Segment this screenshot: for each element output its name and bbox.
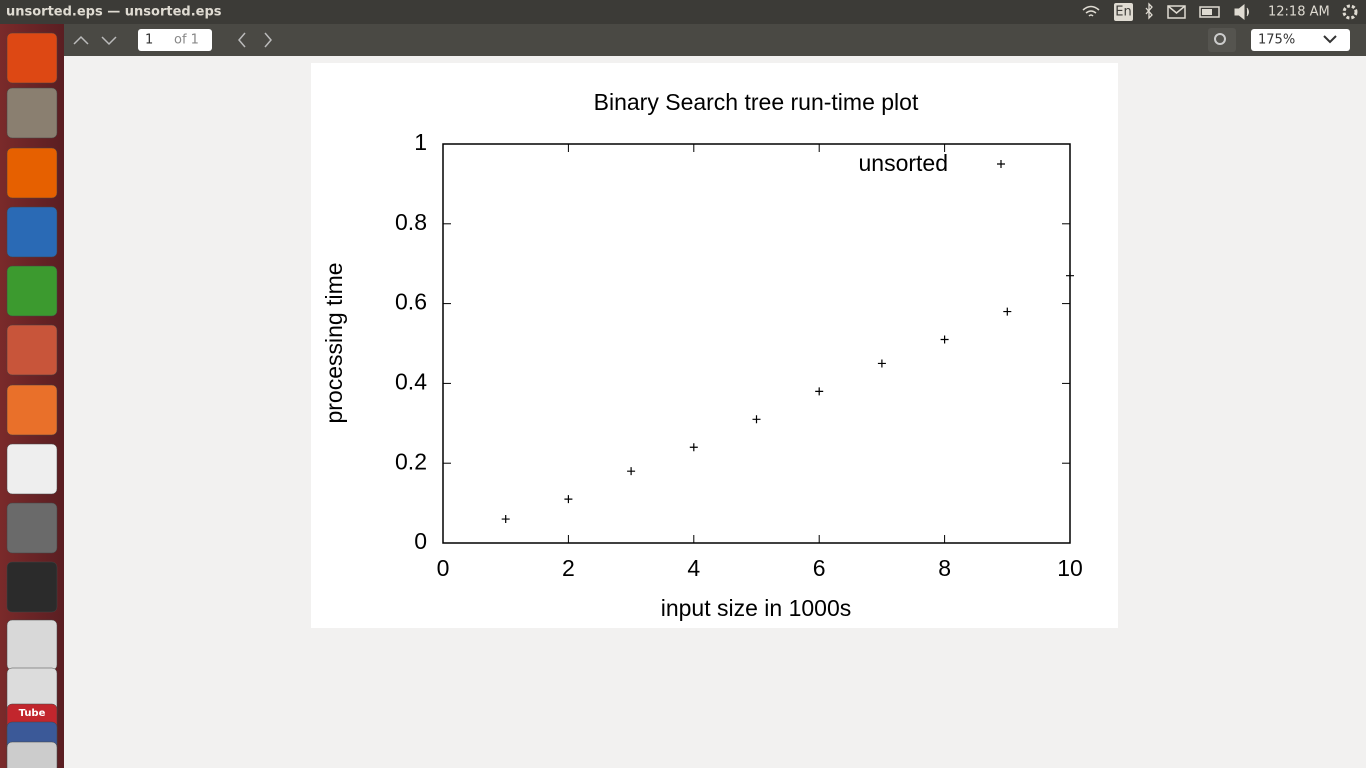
wifi-icon[interactable] (1082, 5, 1100, 17)
page-entry[interactable] (138, 29, 212, 51)
data-point (1003, 307, 1012, 316)
x-tick-label: 10 (1057, 555, 1083, 581)
toolbar (64, 24, 1366, 56)
data-point (1066, 271, 1074, 280)
launcher-icon[interactable] (6, 384, 58, 436)
page-count: of 1 (174, 33, 199, 48)
y-tick-label: 0 (414, 528, 427, 554)
keyboard-indicator[interactable] (1114, 3, 1133, 21)
launcher-icon[interactable] (6, 741, 58, 772)
search-button[interactable] (1208, 28, 1236, 52)
launcher-icon[interactable] (6, 147, 58, 199)
data-point (940, 335, 949, 344)
launcher-icon[interactable] (6, 502, 58, 554)
zoom-value: 175% (1258, 33, 1295, 48)
data-point (815, 387, 824, 396)
x-tick-label: 4 (687, 555, 700, 581)
legend-label: unsorted (858, 150, 948, 176)
launcher-icon[interactable] (6, 206, 58, 258)
launcher-icon[interactable] (6, 561, 58, 613)
battery-level (1202, 9, 1212, 15)
data-point (689, 443, 698, 452)
launcher-icons: Tube (6, 32, 58, 772)
y-tick-label: 0.6 (395, 289, 427, 315)
search-icon (1214, 33, 1226, 45)
keyboard-label: En (1115, 5, 1131, 20)
page-nav-buttons[interactable] (73, 35, 117, 46)
data-point (877, 359, 886, 368)
x-tick-label: 8 (938, 555, 951, 581)
y-tick-label: 0.8 (395, 209, 427, 235)
youtube-label: Tube (19, 708, 46, 719)
launcher-icon[interactable] (6, 32, 58, 84)
page-number: 1 (145, 33, 153, 48)
data-point (501, 515, 510, 524)
data-point (564, 495, 573, 504)
launcher-icon[interactable] (6, 265, 58, 317)
y-axis-label: processing time (321, 262, 347, 423)
x-tick-label: 2 (562, 555, 575, 581)
data-point (627, 467, 636, 476)
y-tick-label: 1 (414, 129, 427, 155)
launcher-icon[interactable] (6, 443, 58, 495)
launcher-icon[interactable] (6, 619, 58, 671)
y-tick-label: 0.4 (395, 368, 427, 394)
y-tick-label: 0.2 (395, 448, 427, 474)
x-axis-label: input size in 1000s (661, 595, 852, 621)
x-tick-label: 0 (437, 555, 450, 581)
mail-flap (1167, 5, 1186, 14)
session-menu[interactable] (1342, 4, 1358, 20)
clock[interactable]: 12:18 AM (1268, 5, 1330, 20)
document-page (311, 63, 1118, 628)
mail-icon[interactable] (1167, 5, 1186, 19)
launcher-icon[interactable] (6, 87, 58, 139)
top-panel (0, 0, 1366, 24)
volume-icon[interactable] (1234, 3, 1249, 21)
battery-icon[interactable] (1199, 6, 1220, 18)
zoom-arrow (1323, 35, 1337, 44)
chart-title: Binary Search tree run-time plot (594, 89, 919, 115)
zoom-combo[interactable] (1251, 29, 1350, 51)
plot-frame (442, 143, 1071, 544)
window-title: unsorted.eps — unsorted.eps (6, 5, 222, 20)
x-tick-label: 6 (813, 555, 826, 581)
legend-marker (997, 160, 1005, 168)
bluetooth-icon[interactable] (1145, 2, 1153, 20)
launcher-icon[interactable] (6, 324, 58, 376)
data-point (752, 415, 761, 424)
history-buttons[interactable] (238, 32, 272, 48)
